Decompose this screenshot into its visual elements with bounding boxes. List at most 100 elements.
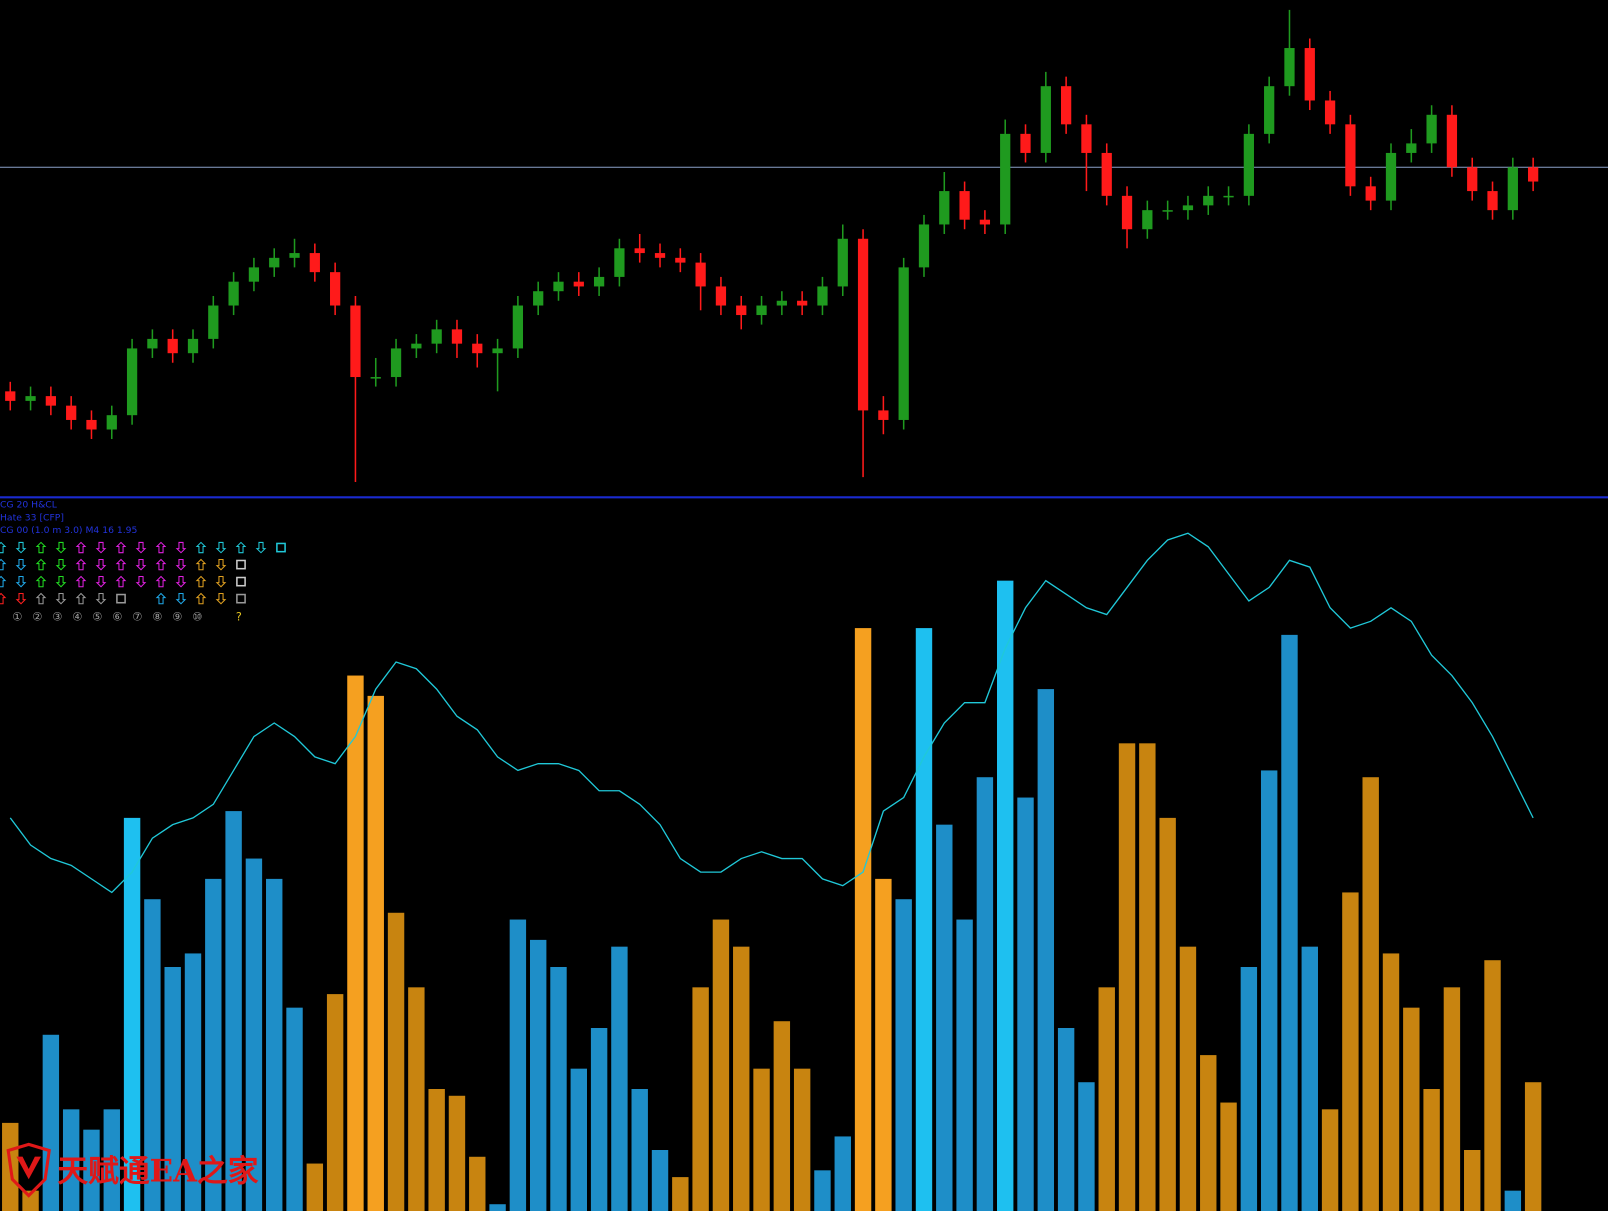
histogram-bar	[1524, 1082, 1542, 1211]
candle-body	[553, 281, 564, 292]
candle-body	[492, 348, 503, 354]
candle-body	[167, 338, 178, 354]
signal-box	[116, 593, 126, 604]
signal-arrow	[255, 541, 267, 554]
candle-body	[126, 348, 138, 416]
candle-body	[45, 396, 56, 406]
signal-arrow	[0, 541, 7, 554]
candle-body	[675, 257, 686, 263]
histogram-bar	[1260, 770, 1278, 1211]
histogram-bar	[205, 878, 222, 1211]
histogram-bar	[590, 1027, 608, 1211]
signal-label: ⑨	[172, 610, 182, 623]
histogram-bar	[936, 824, 953, 1211]
histogram-bar	[286, 1007, 303, 1211]
signal-box	[236, 593, 246, 604]
candle-body	[1426, 114, 1437, 144]
candle-body	[1162, 210, 1173, 212]
candle-body	[208, 305, 219, 339]
histogram-bar	[1423, 1088, 1440, 1211]
candle-body	[1487, 191, 1498, 211]
histogram-bar	[22, 1190, 39, 1211]
histogram-bar	[266, 878, 283, 1211]
signal-label: ②	[32, 610, 42, 623]
signal-arrow	[0, 575, 7, 588]
signal-arrow	[35, 541, 47, 554]
signal-arrow	[215, 575, 227, 588]
signal-arrow	[15, 541, 27, 554]
candle-body	[512, 305, 524, 349]
histogram-bar	[529, 939, 547, 1211]
candle-body	[350, 305, 361, 378]
candle-body	[411, 343, 422, 349]
signal-arrow	[75, 575, 87, 588]
candle-body	[715, 286, 727, 306]
candle-body	[1223, 195, 1234, 198]
histogram-bar	[103, 1109, 120, 1211]
signal-arrow	[135, 558, 147, 571]
candle-body	[289, 253, 300, 258]
signal-label: ④	[72, 610, 82, 623]
candle-body	[1182, 205, 1194, 211]
histogram-bar	[1139, 743, 1156, 1211]
signal-arrow	[55, 541, 67, 554]
candle-body	[106, 415, 117, 430]
histogram-bar	[144, 899, 161, 1211]
histogram-bar	[225, 811, 242, 1211]
candle-body	[1264, 86, 1275, 134]
signal-arrow	[75, 558, 87, 571]
histogram-bar	[1220, 1102, 1237, 1211]
candle-body	[269, 257, 280, 268]
histogram-bar	[854, 628, 872, 1211]
signal-arrow	[115, 575, 127, 588]
candle-body	[756, 305, 767, 316]
candle-body	[431, 329, 442, 344]
signal-arrow	[195, 558, 207, 571]
indicator-label: CG 00 (1.0 m 3.0) M4 16 1.95	[0, 525, 138, 536]
candle-body	[147, 338, 158, 349]
candle-body	[1101, 152, 1112, 196]
histogram-bar	[387, 912, 405, 1211]
histogram-bar	[631, 1088, 648, 1211]
histogram-bar	[915, 628, 933, 1211]
signal-box	[276, 542, 286, 553]
candle-body	[878, 410, 889, 420]
histogram-bar	[1362, 777, 1379, 1211]
signal-arrow	[95, 592, 107, 605]
signal-label: ⑤	[92, 610, 102, 623]
signal-arrow	[115, 541, 127, 554]
signal-arrow	[0, 592, 7, 605]
histogram-bar	[814, 1170, 831, 1211]
candle-body	[5, 391, 16, 401]
signal-arrow	[55, 575, 67, 588]
histogram-bar	[164, 966, 181, 1211]
signal-arrow	[15, 592, 27, 605]
histogram-bar	[692, 987, 709, 1211]
candle-body	[736, 305, 747, 316]
signal-arrow	[55, 592, 67, 605]
histogram-bar	[408, 987, 425, 1211]
signal-arrow	[155, 541, 167, 554]
candle-body	[898, 267, 909, 420]
histogram-bar	[428, 1088, 445, 1211]
candle-body	[1385, 152, 1397, 201]
candle-body	[1040, 86, 1051, 153]
histogram-bar	[753, 1068, 770, 1211]
candle-body	[472, 343, 483, 354]
histogram-bar	[62, 1109, 80, 1211]
candle-body	[1467, 167, 1478, 192]
histogram-bar	[1484, 960, 1501, 1211]
signal-arrow	[215, 592, 227, 605]
signal-arrow	[155, 575, 167, 588]
indicator-label: CG 20 H&CL	[0, 500, 58, 511]
signal-arrow	[195, 575, 207, 588]
candle-body	[939, 191, 950, 225]
candle-body	[1000, 133, 1011, 225]
candle-body	[370, 377, 381, 379]
signal-arrow	[135, 575, 147, 588]
histogram-bar	[834, 1136, 851, 1211]
histogram-bar	[712, 919, 730, 1211]
histogram-bar	[1159, 817, 1176, 1211]
